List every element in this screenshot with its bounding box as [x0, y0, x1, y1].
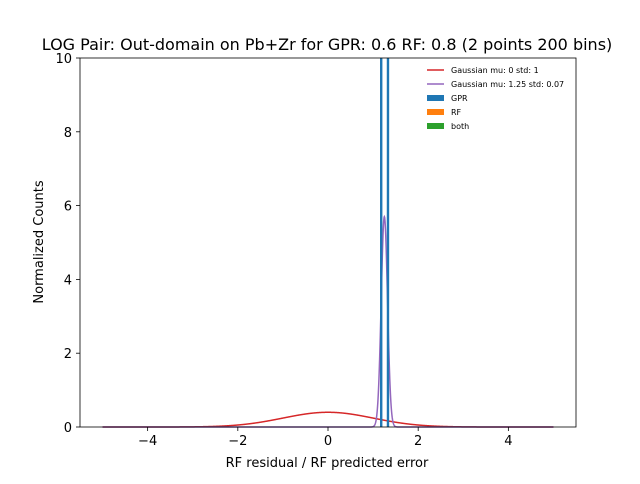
legend-swatch-2: [427, 95, 444, 101]
x-axis-label: RF residual / RF predicted error: [226, 456, 429, 471]
bar-gpr-0: [380, 58, 383, 427]
x-tick-label: 2: [414, 434, 422, 449]
legend-label-4: both: [451, 122, 469, 131]
series-line-0: [102, 411, 554, 428]
legend-swatch-3: [427, 109, 444, 115]
legend: Gaussian mu: 0 std: 1 Gaussian mu: 1.25 s…: [427, 66, 564, 131]
legend-label-1: Gaussian mu: 1.25 std: 0.07: [451, 80, 564, 89]
x-tick-label: 4: [504, 434, 512, 449]
x-tick-label: 0: [324, 434, 332, 449]
bar-gpr-1: [386, 58, 390, 427]
y-tick-label: 6: [64, 200, 72, 215]
legend-label-3: RF: [451, 108, 462, 117]
y-tick-label: 10: [55, 52, 72, 67]
plot-area: [102, 58, 554, 428]
axes: −4 −2 0 2 4 0 2 4 6 8 10: [55, 52, 577, 449]
legend-label-0: Gaussian mu: 0 std: 1: [451, 66, 539, 75]
y-tick-label: 0: [64, 421, 72, 436]
axes-frame: [79, 57, 577, 428]
series-line-1: [102, 214, 554, 428]
chart-title: LOG Pair: Out-domain on Pb+Zr for GPR: 0…: [42, 35, 613, 54]
x-tick-label: −2: [228, 434, 247, 449]
y-tick-label: 2: [64, 347, 72, 362]
legend-swatch-4: [427, 123, 444, 129]
y-tick-label: 4: [64, 273, 72, 288]
y-axis-label: Normalized Counts: [32, 180, 47, 303]
x-tick-label: −4: [138, 434, 157, 449]
legend-label-2: GPR: [451, 94, 468, 103]
y-tick-label: 8: [64, 126, 72, 141]
